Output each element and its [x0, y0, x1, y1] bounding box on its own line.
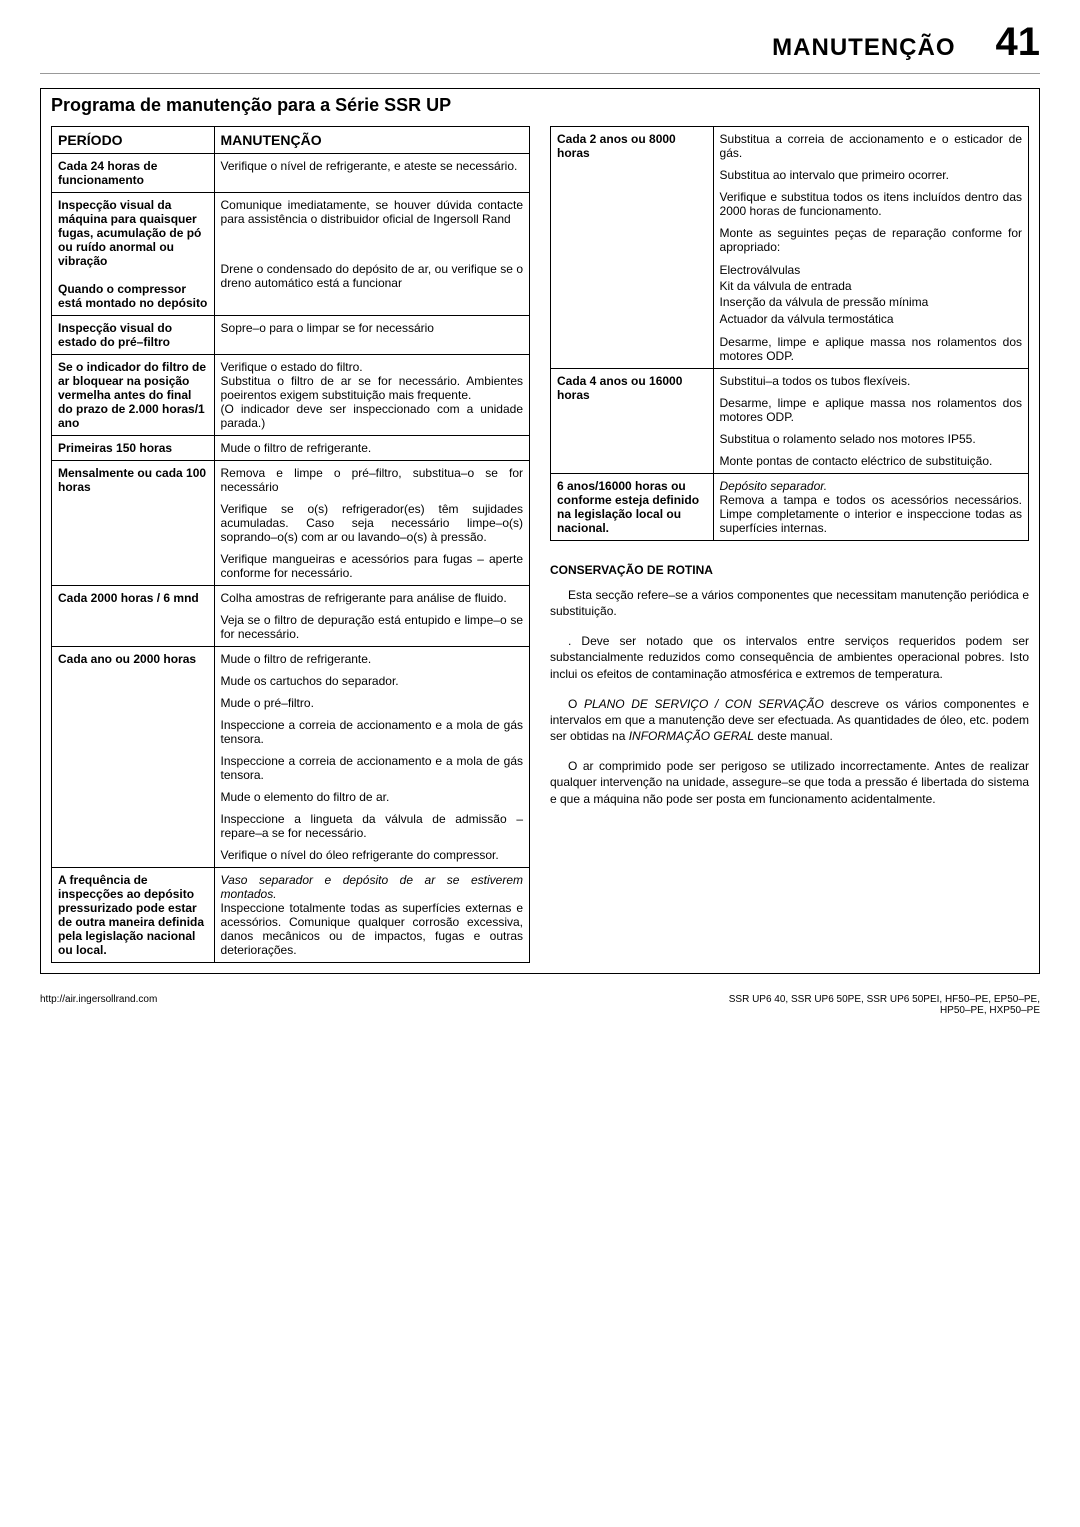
table-period-cell: Mensalmente ou cada 100 horas	[52, 461, 215, 586]
header-title: MANUTENÇÃO	[772, 34, 955, 62]
table-maint-cell: Comunique imediatamente, se houver dúvid…	[214, 193, 529, 316]
body-para: . Deve ser notado que os intervalos entr…	[550, 633, 1029, 682]
page-header: MANUTENÇÃO 41	[40, 20, 1040, 74]
table-maint-cell: Substitui–a todos os tubos flexíveis.Des…	[713, 368, 1028, 473]
footer-line1: SSR UP6 40, SSR UP6 50PE, SSR UP6 50PEI,…	[729, 994, 1040, 1005]
body-para: O ar comprimido pode ser perigoso se uti…	[550, 758, 1029, 807]
table-period-cell: Cada 4 anos ou 16000 horas	[551, 368, 714, 473]
table-maint-cell: Depósito separador.Remova a tampa e todo…	[713, 473, 1028, 540]
footer-line2: HP50–PE, HXP50–PE	[729, 1005, 1040, 1016]
body-paragraphs: Esta secção refere–se a vários component…	[550, 587, 1029, 807]
table-period-cell: Cada 24 horas de funcionamento	[52, 154, 215, 193]
th-period: PERÍODO	[52, 127, 215, 154]
table-period-cell: 6 anos/16000 horas ou conforme esteja de…	[551, 473, 714, 540]
table-period-cell: Cada 2000 horas / 6 mnd	[52, 586, 215, 647]
program-title: Programa de manutenção para a Série SSR …	[41, 89, 1039, 126]
columns-wrapper: PERÍODO MANUTENÇÃO Cada 24 horas de func…	[41, 126, 1039, 973]
maintenance-table-right: Cada 2 anos ou 8000 horasSubstitua a cor…	[550, 126, 1029, 541]
table-period-cell: A frequência de inspecções ao depósito p…	[52, 868, 215, 963]
table-maint-cell: Verifique o estado do filtro.Substitua o…	[214, 355, 529, 436]
table-period-cell: Cada ano ou 2000 horas	[52, 647, 215, 868]
table-period-cell: Cada 2 anos ou 8000 horas	[551, 127, 714, 369]
table-maint-cell: Vaso separador e depósito de ar se estiv…	[214, 868, 529, 963]
table-period-cell: Inspecção visual do estado do pré–filtro	[52, 316, 215, 355]
table-period-cell: Primeiras 150 horas	[52, 436, 215, 461]
table-maint-cell: Sopre–o para o limpar se for necessário	[214, 316, 529, 355]
table-maint-cell: Colha amostras de refrigerante para anál…	[214, 586, 529, 647]
page-footer: http://air.ingersollrand.com SSR UP6 40,…	[40, 994, 1040, 1016]
table-maint-cell: Verifique o nível de refrigerante, e ate…	[214, 154, 529, 193]
table-period-cell: Inspecção visual da máquina para quaisqu…	[52, 193, 215, 316]
table-maint-cell: Mude o filtro de refrigerante.	[214, 436, 529, 461]
footer-models: SSR UP6 40, SSR UP6 50PE, SSR UP6 50PEI,…	[729, 994, 1040, 1016]
body-para: O PLANO DE SERVIÇO / CON SERVAÇÃO descre…	[550, 696, 1029, 745]
table-maint-cell: Mude o filtro de refrigerante.Mude os ca…	[214, 647, 529, 868]
section-heading: CONSERVAÇÃO DE ROTINA	[550, 563, 1029, 577]
table-maint-cell: Substitua a correia de accionamento e o …	[713, 127, 1028, 369]
maintenance-program-box: Programa de manutenção para a Série SSR …	[40, 88, 1040, 974]
th-maint: MANUTENÇÃO	[214, 127, 529, 154]
maintenance-table-left: PERÍODO MANUTENÇÃO Cada 24 horas de func…	[51, 126, 530, 963]
table-maint-cell: Remova e limpe o pré–filtro, substitua–o…	[214, 461, 529, 586]
header-page-number: 41	[996, 20, 1041, 65]
footer-url: http://air.ingersollrand.com	[40, 994, 157, 1016]
left-column: PERÍODO MANUTENÇÃO Cada 24 horas de func…	[51, 126, 530, 963]
table-period-cell: Se o indicador do filtro de ar bloquear …	[52, 355, 215, 436]
right-column: Cada 2 anos ou 8000 horasSubstitua a cor…	[550, 126, 1029, 963]
body-para: Esta secção refere–se a vários component…	[550, 587, 1029, 619]
